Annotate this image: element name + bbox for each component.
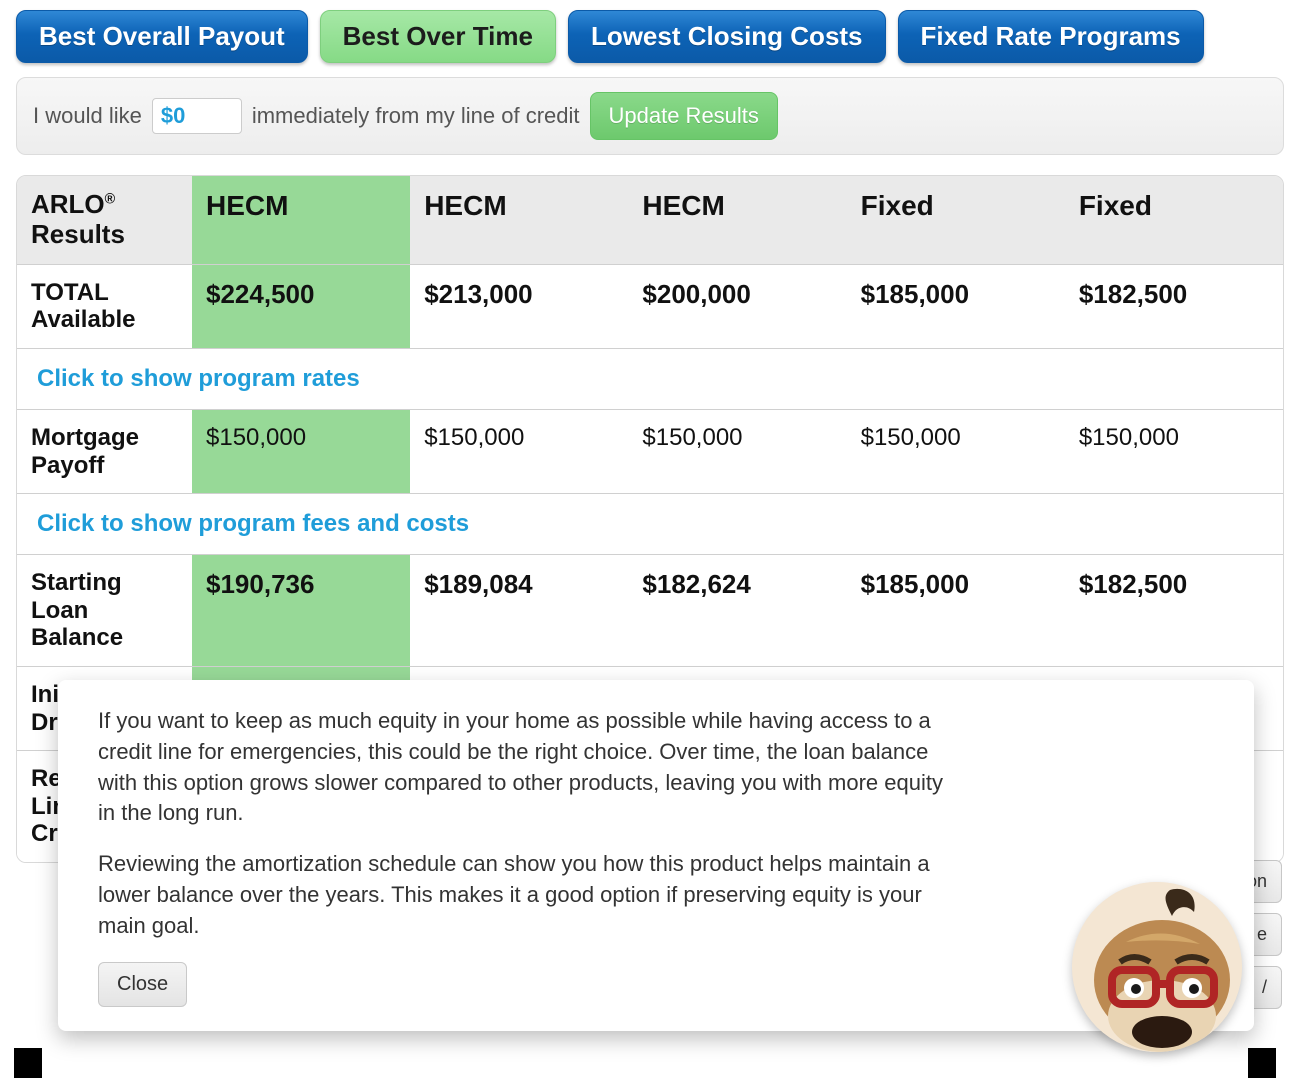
- filter-lead-text: I would like: [33, 103, 142, 129]
- credit-amount-input[interactable]: $0: [152, 98, 242, 134]
- arlo-mascot-icon: [1072, 882, 1242, 1052]
- row-label-mortgage_payoff: Mortgage Payoff: [17, 410, 192, 493]
- tooltip-paragraph-1: If you want to keep as much equity in yo…: [98, 706, 958, 829]
- tab-best-overall-payout[interactable]: Best Overall Payout: [16, 10, 308, 63]
- corner-decoration: [14, 1048, 42, 1078]
- results-label: ARLO® Results: [17, 176, 192, 264]
- column-header: HECM: [628, 176, 846, 264]
- table-header-row: ARLO® ResultsHECMHECMHECMFixedFixed: [17, 176, 1283, 264]
- column-header: HECM: [192, 176, 410, 264]
- cell-value: $190,736: [192, 555, 410, 666]
- tooltip-paragraph-2: Reviewing the amortization schedule can …: [98, 849, 958, 941]
- cell-value: $150,000: [847, 410, 1065, 493]
- tab-best-over-time[interactable]: Best Over Time: [320, 10, 556, 63]
- table-row: Starting Loan Balance$190,736$189,084$18…: [17, 554, 1283, 666]
- cell-value: $185,000: [847, 555, 1065, 666]
- update-results-button[interactable]: Update Results: [590, 92, 778, 140]
- cell-value: $150,000: [628, 410, 846, 493]
- tab-fixed-rate-programs[interactable]: Fixed Rate Programs: [898, 10, 1204, 63]
- show_fees_link-toggle[interactable]: Click to show program fees and costs: [17, 493, 1283, 554]
- cell-value: $182,500: [1065, 265, 1283, 348]
- corner-decoration: [1248, 1048, 1276, 1078]
- cell-value: $185,000: [847, 265, 1065, 348]
- tab-lowest-closing-costs[interactable]: Lowest Closing Costs: [568, 10, 886, 63]
- cell-value: $224,500: [192, 265, 410, 348]
- cell-value: $200,000: [628, 265, 846, 348]
- cell-value: $213,000: [410, 265, 628, 348]
- program-tabs: Best Overall PayoutBest Over TimeLowest …: [16, 10, 1284, 63]
- show_rates_link-toggle[interactable]: Click to show program rates: [17, 348, 1283, 409]
- cell-value: $182,624: [628, 555, 846, 666]
- cell-value: $182,500: [1065, 555, 1283, 666]
- credit-draw-filter-bar: I would like $0 immediately from my line…: [16, 77, 1284, 155]
- filter-trail-text: immediately from my line of credit: [252, 103, 580, 129]
- row-label-starting_balance: Starting Loan Balance: [17, 555, 192, 666]
- table-row: Mortgage Payoff$150,000$150,000$150,000$…: [17, 409, 1283, 493]
- row-label-total_available: TOTAL Available: [17, 265, 192, 348]
- column-header: HECM: [410, 176, 628, 264]
- column-header: Fixed: [847, 176, 1065, 264]
- cell-value: $150,000: [192, 410, 410, 493]
- cell-value: $189,084: [410, 555, 628, 666]
- cell-value: $150,000: [410, 410, 628, 493]
- column-header: Fixed: [1065, 176, 1283, 264]
- close-button[interactable]: Close: [98, 962, 187, 1007]
- cell-value: $150,000: [1065, 410, 1283, 493]
- table-row: TOTAL Available$224,500$213,000$200,000$…: [17, 264, 1283, 348]
